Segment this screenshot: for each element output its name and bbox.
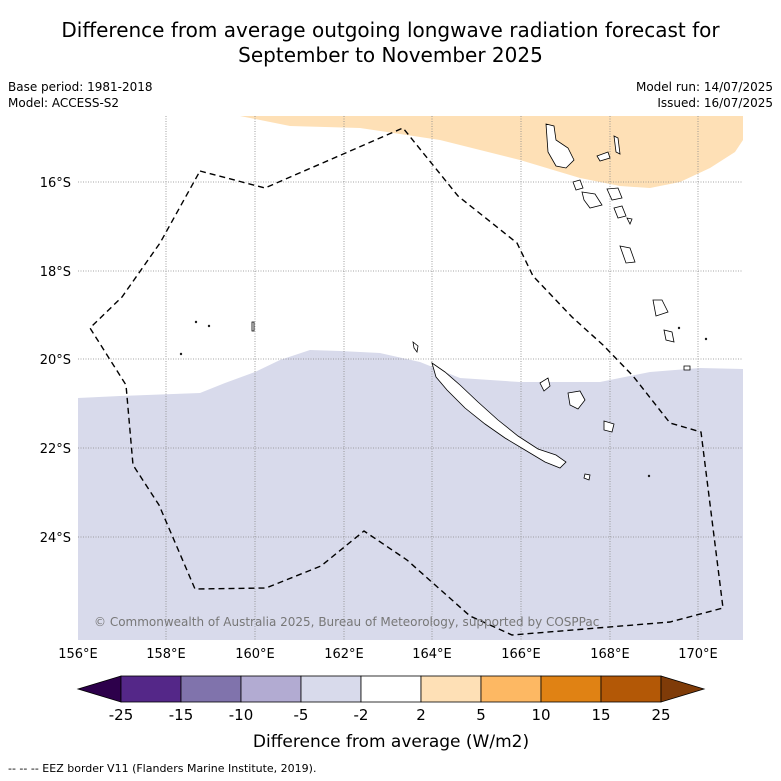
lon-label: 158°E <box>146 647 186 662</box>
longitude-labels: 156°E 158°E 160°E 162°E 164°E 166°E 168°… <box>58 647 718 662</box>
negative-anomaly-region <box>78 350 743 640</box>
colorbar-low-extend <box>76 675 122 703</box>
lon-label: 162°E <box>324 647 364 662</box>
colorbar-label: Difference from average (W/m2) <box>253 732 529 752</box>
lon-label: 170°E <box>678 647 718 662</box>
colorbar-high-extend <box>660 675 706 703</box>
colorbar-tick: 10 <box>531 706 550 724</box>
colorbar-tick: 5 <box>476 706 486 724</box>
map-title: Difference from average outgoing longwav… <box>0 18 781 68</box>
colorbar-segment <box>420 675 482 703</box>
colorbar-segment <box>360 675 422 703</box>
lon-label: 168°E <box>590 647 630 662</box>
lat-label: 24°S <box>40 531 71 546</box>
lon-label: 164°E <box>412 647 452 662</box>
lat-label: 16°S <box>40 176 71 191</box>
loyalty-islands <box>539 377 615 481</box>
model-run: Model run: 14/07/2025 <box>635 80 773 94</box>
latitude-labels: 16°S 18°S 20°S 22°S 24°S <box>40 176 71 546</box>
lat-label: 20°S <box>40 353 71 368</box>
colorbar-segment <box>540 675 602 703</box>
lon-label: 166°E <box>501 647 541 662</box>
title-line-1: Difference from average outgoing longwav… <box>61 18 720 42</box>
lon-label: 156°E <box>58 647 98 662</box>
lat-label: 22°S <box>40 442 71 457</box>
colorbar-segment <box>240 675 302 703</box>
eez-footnote: -- -- -- EEZ border V11 (Flanders Marine… <box>8 762 317 775</box>
colorbar-tick: -25 <box>109 706 134 724</box>
colorbar-tick: 15 <box>591 706 610 724</box>
colorbar-tick: -2 <box>354 706 369 724</box>
colorbar-tick: -15 <box>169 706 194 724</box>
title-line-2: September to November 2025 <box>238 43 543 67</box>
lon-label: 160°E <box>235 647 275 662</box>
copyright-text: © Commonwealth of Australia 2025, Bureau… <box>94 615 599 629</box>
colorbar-tick: -10 <box>229 706 254 724</box>
isle-of-pines <box>412 341 419 353</box>
base-period: Base period: 1981-2018 <box>8 80 153 94</box>
gridlines <box>78 116 743 640</box>
colorbar-segment <box>300 675 362 703</box>
colorbar-tick: -5 <box>294 706 309 724</box>
eez-border <box>89 127 724 636</box>
colorbar-segment <box>480 675 542 703</box>
small-reefs <box>179 320 708 478</box>
issued-date: Issued: 16/07/2025 <box>657 96 773 110</box>
vanuatu-islands <box>545 123 691 371</box>
positive-anomaly-region <box>240 116 743 188</box>
colorbar: -25 -15 -10 -5 -2 2 5 10 15 25 Differenc… <box>76 675 706 752</box>
new-caledonia-island <box>431 362 567 469</box>
colorbar-segment <box>120 675 182 703</box>
colorbar-segment <box>180 675 242 703</box>
meta-left: Base period: 1981-2018 Model: ACCESS-S2 <box>8 79 153 111</box>
model-name: Model: ACCESS-S2 <box>8 96 120 110</box>
colorbar-segment <box>600 675 662 703</box>
lat-label: 18°S <box>40 265 71 280</box>
meta-right: Model run: 14/07/2025 Issued: 16/07/2025 <box>636 79 773 111</box>
colorbar-tick: 25 <box>651 706 670 724</box>
colorbar-tick: 2 <box>416 706 426 724</box>
